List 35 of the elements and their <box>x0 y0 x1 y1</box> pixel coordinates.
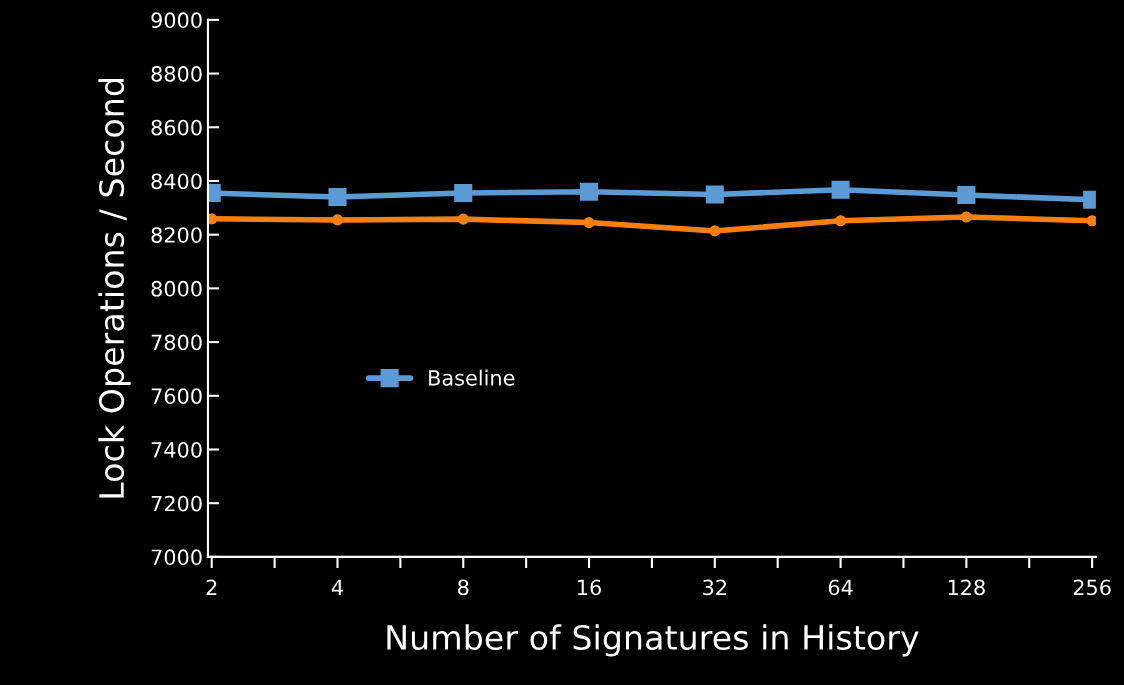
point <box>457 213 469 225</box>
y-tick-label: 7400 <box>151 441 202 458</box>
y-tick-label: 8000 <box>151 280 202 297</box>
x-tick-label: 32 <box>703 579 726 596</box>
y-tick-label: 7600 <box>151 388 202 404</box>
x-axis-title: Number of Signatures in History <box>387 624 919 657</box>
y-tick-label: 8400 <box>151 173 202 190</box>
point <box>1086 215 1096 227</box>
x-tick-label: 2 <box>206 579 217 595</box>
y-tick-label: 7800 <box>151 334 202 351</box>
point <box>454 184 473 203</box>
point <box>328 188 347 207</box>
y-tick-label: 7200 <box>151 495 202 512</box>
point <box>960 211 972 223</box>
x-tick-label: 256 <box>1073 579 1111 596</box>
x-tick-label: 8 <box>458 579 469 596</box>
point <box>331 214 344 226</box>
legend-label: Baseline <box>429 369 515 386</box>
y-tick-label: 7000 <box>151 549 202 566</box>
y-tick-label: 8800 <box>151 66 202 82</box>
point <box>583 217 595 229</box>
point <box>957 185 976 204</box>
point <box>831 180 850 199</box>
point <box>709 225 721 237</box>
y-tick-label: 9000 <box>151 12 202 29</box>
x-tick-label: 64 <box>828 579 853 596</box>
y-axis-title: Lock Operations / Second <box>98 78 131 498</box>
point <box>580 182 599 201</box>
x-tick-label: 16 <box>578 579 601 596</box>
x-tick-label: 128 <box>948 579 985 596</box>
y-tick-label: 8200 <box>151 227 202 243</box>
x-tick-label: 4 <box>331 579 343 595</box>
point <box>705 185 724 204</box>
y-tick-label: 8600 <box>151 119 202 136</box>
point <box>835 215 847 227</box>
